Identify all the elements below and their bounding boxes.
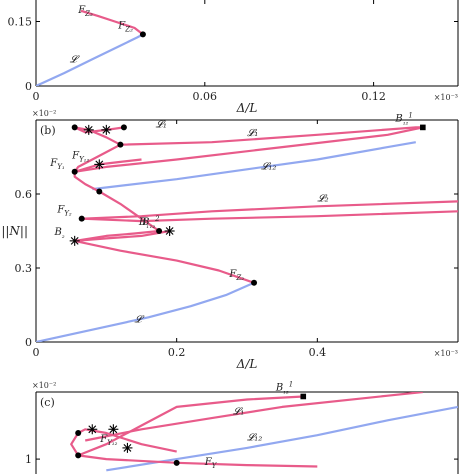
point-star — [88, 425, 97, 434]
curve-label: 𝓛₁₂ — [247, 432, 262, 443]
point-dot — [139, 31, 146, 38]
point-star — [102, 125, 111, 134]
curve-label: 𝓛 — [134, 314, 144, 325]
branch-line-11 — [74, 126, 125, 134]
point-label: FZ₂ — [228, 269, 244, 282]
panel-label: (b) — [40, 124, 56, 137]
y-tick-label: 0.6 — [15, 188, 33, 201]
branch-line-3 — [74, 229, 160, 242]
x-multiplier: ×10⁻³ — [434, 349, 458, 358]
point-star — [165, 227, 174, 235]
branch-line-2 — [74, 239, 255, 284]
curve-label: 𝓛₂ — [317, 193, 328, 204]
panel-label: (c) — [40, 396, 55, 409]
point-dot — [96, 188, 103, 195]
curve-label: FZ₂ — [77, 5, 93, 18]
x-tick-label: 0.2 — [168, 346, 186, 359]
point-dot — [173, 459, 180, 466]
x-tick-label: 0 — [33, 346, 40, 359]
point-square — [300, 393, 307, 400]
curve-label: 𝓛₁ — [156, 119, 167, 130]
point-dot — [78, 215, 85, 222]
point-label: FY₁₂ — [99, 434, 117, 447]
series-line-0 — [36, 281, 255, 342]
series-line-5 — [81, 200, 458, 220]
x-axis-label: Δ/L — [236, 357, 258, 371]
y-multiplier: ×10⁻² — [32, 381, 56, 390]
curve-label: 𝓛 — [70, 54, 80, 65]
point-star — [123, 443, 132, 452]
series-line-0 — [36, 33, 144, 86]
point-label: B₁₂1 — [394, 111, 412, 126]
point-square — [420, 124, 426, 131]
branch-line-10 — [74, 126, 121, 146]
branch-line-4 — [74, 229, 170, 242]
curve-label: 𝓛₁ — [247, 128, 258, 139]
x-axis-label: Δ/L — [236, 101, 258, 115]
y-tick-label: 0.3 — [15, 262, 33, 275]
point-label: FY₁ — [49, 158, 65, 171]
point-star — [109, 425, 118, 434]
point-dot — [75, 452, 82, 459]
series-line-1 — [92, 141, 416, 191]
x-tick-label: 0.06 — [193, 90, 218, 103]
point-label: B₁₂1 — [275, 380, 293, 395]
y-tick-label: 0.15 — [8, 16, 33, 29]
y-axis-label: ||N|| — [1, 224, 28, 238]
x-tick-label: 0.4 — [309, 346, 327, 359]
branch-line-6 — [81, 210, 458, 223]
branch-line-12 — [74, 158, 142, 173]
point-label: B₂ — [54, 227, 65, 240]
point-label: FY₁₂ — [71, 150, 89, 163]
point-dot — [117, 141, 124, 148]
branch-line-3 — [70, 428, 177, 456]
point-dot — [156, 228, 163, 234]
branch-line-14 — [74, 126, 424, 173]
point-star — [95, 160, 104, 169]
point-star — [84, 125, 93, 134]
branch-line-8 — [73, 171, 100, 193]
branch-line-1 — [80, 9, 144, 36]
curve-label: 𝓛₁₂ — [261, 161, 276, 172]
y-tick-label: 0 — [25, 336, 32, 349]
series-line-0 — [106, 405, 458, 472]
point-dot — [120, 124, 127, 131]
point-dot — [71, 168, 78, 175]
point-label: FY₂ — [56, 205, 72, 218]
y-tick-label: 0 — [25, 80, 32, 93]
branch-line-4 — [78, 454, 318, 468]
x-tick-label: 0 — [33, 90, 40, 103]
y-tick-label: 1 — [25, 453, 32, 466]
point-dot — [251, 279, 258, 286]
point-dot — [75, 430, 82, 436]
point-label: FZ₂ — [117, 20, 133, 33]
branch-line-7 — [98, 190, 160, 232]
curve-label: 𝓛₁ — [233, 406, 244, 417]
branch-line-2 — [77, 395, 304, 457]
point-dot — [71, 124, 78, 131]
branch-line-9 — [73, 143, 121, 173]
y-multiplier: ×10⁻² — [32, 109, 56, 118]
x-tick-label: 0.12 — [361, 90, 386, 103]
point-label: B₁ — [138, 217, 149, 230]
point-label: B₁₂2 — [141, 215, 160, 230]
point-star — [70, 236, 79, 245]
curve-label: FY — [204, 457, 218, 470]
x-multiplier: ×10⁻³ — [434, 93, 458, 102]
